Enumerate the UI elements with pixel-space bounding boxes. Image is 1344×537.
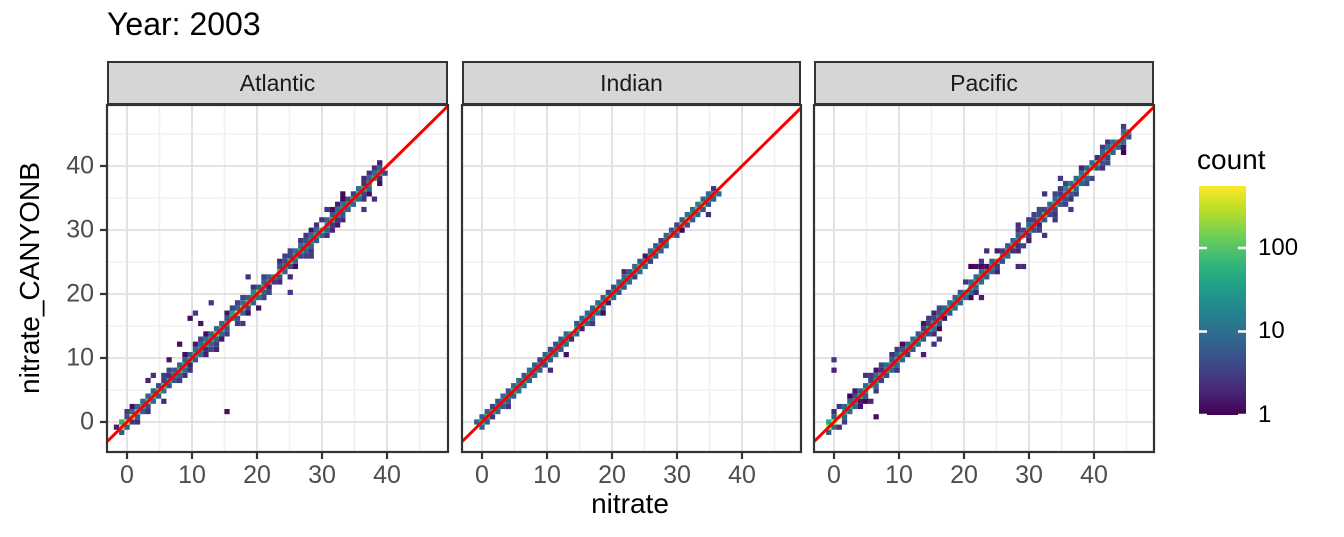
legend-colorbar — [1199, 186, 1246, 417]
x-tick-label: 20 — [950, 461, 978, 489]
identity-line — [814, 105, 1154, 444]
y-tick-label: 30 — [66, 215, 94, 244]
x-tick-label: 20 — [598, 461, 626, 489]
y-tick-label: 40 — [66, 151, 94, 180]
y-tick-label: 10 — [66, 343, 94, 372]
identity-line — [107, 105, 448, 444]
identity-line — [462, 105, 801, 444]
x-tick-label: 10 — [533, 461, 561, 489]
y-tick-label: 20 — [66, 279, 94, 308]
plot-title: Year: 2003 — [107, 6, 261, 42]
x-tick-label: 40 — [728, 461, 756, 489]
x-tick-label: 0 — [475, 461, 489, 489]
x-axis-title: nitrate — [591, 488, 669, 519]
panel-atlantic — [100, 103, 450, 459]
x-tick-label: 0 — [827, 461, 841, 489]
x-tick-label: 30 — [308, 461, 336, 489]
panel-pacific — [812, 103, 1156, 459]
facet-strip-pacific: Pacific — [814, 61, 1154, 105]
y-tick-label: 0 — [80, 407, 94, 436]
gridlines — [462, 105, 801, 452]
legend-tick-label: 10 — [1258, 317, 1285, 344]
x-tick-label: 40 — [373, 461, 401, 489]
x-tick-label: 40 — [1080, 461, 1108, 489]
legend-tick-label: 100 — [1258, 234, 1299, 261]
gridlines — [107, 105, 448, 452]
x-tick-label: 20 — [243, 461, 271, 489]
x-tick-label: 30 — [663, 461, 691, 489]
y-axis-title: nitrate_CANYONB — [14, 162, 45, 394]
facet-strip-atlantic: Atlantic — [107, 61, 448, 105]
legend-title: count — [1197, 144, 1266, 175]
facet-label: Pacific — [950, 69, 1018, 96]
facet-label: Atlantic — [239, 69, 316, 96]
legend-tick-label: 1 — [1258, 401, 1272, 428]
facet-label: Indian — [600, 69, 663, 96]
facet-strip-indian: Indian — [462, 61, 801, 105]
panel-indian — [460, 103, 803, 459]
x-tick-label: 30 — [1015, 461, 1043, 489]
x-tick-label: 10 — [178, 461, 206, 489]
x-tick-label: 0 — [120, 461, 134, 489]
x-tick-label: 10 — [885, 461, 913, 489]
